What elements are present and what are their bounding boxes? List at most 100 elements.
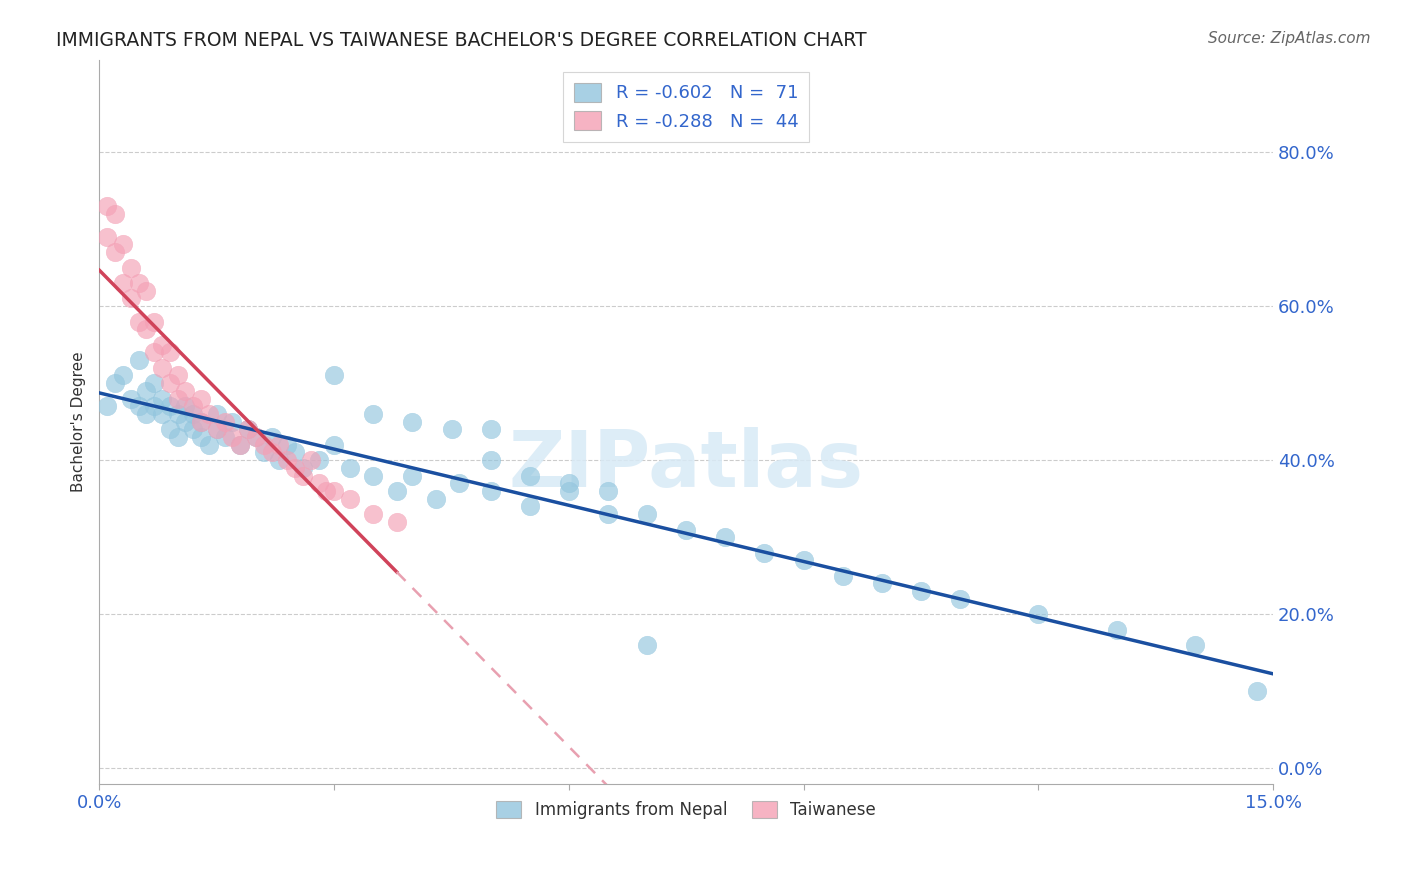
Point — [315, 483, 337, 498]
Point — [284, 445, 307, 459]
Point — [166, 407, 188, 421]
Point — [159, 422, 181, 436]
Point — [190, 415, 212, 429]
Point — [104, 245, 127, 260]
Point — [479, 422, 502, 436]
Point — [870, 576, 893, 591]
Point — [299, 453, 322, 467]
Point — [120, 292, 142, 306]
Point — [1184, 638, 1206, 652]
Point — [636, 507, 658, 521]
Point — [636, 638, 658, 652]
Point — [754, 546, 776, 560]
Point — [440, 422, 463, 436]
Point — [229, 438, 252, 452]
Point — [221, 430, 243, 444]
Point — [128, 399, 150, 413]
Point — [143, 399, 166, 413]
Point — [205, 407, 228, 421]
Point — [205, 422, 228, 436]
Point — [181, 407, 204, 421]
Point — [135, 322, 157, 336]
Point — [401, 415, 423, 429]
Point — [159, 399, 181, 413]
Text: Source: ZipAtlas.com: Source: ZipAtlas.com — [1208, 31, 1371, 46]
Point — [150, 337, 173, 351]
Point — [135, 407, 157, 421]
Point — [135, 284, 157, 298]
Point — [949, 591, 972, 606]
Point — [166, 392, 188, 406]
Point — [229, 438, 252, 452]
Point — [479, 483, 502, 498]
Point — [128, 276, 150, 290]
Point — [198, 438, 221, 452]
Point — [519, 468, 541, 483]
Point — [714, 530, 737, 544]
Point — [150, 407, 173, 421]
Point — [276, 453, 298, 467]
Point — [260, 430, 283, 444]
Point — [308, 453, 330, 467]
Point — [260, 445, 283, 459]
Point — [596, 483, 619, 498]
Point — [339, 461, 361, 475]
Point — [308, 476, 330, 491]
Point — [1026, 607, 1049, 622]
Point — [449, 476, 471, 491]
Point — [253, 445, 276, 459]
Point — [214, 430, 236, 444]
Point — [675, 523, 697, 537]
Point — [96, 229, 118, 244]
Point — [143, 376, 166, 391]
Point — [190, 392, 212, 406]
Point — [111, 237, 134, 252]
Point — [361, 468, 384, 483]
Point — [205, 422, 228, 436]
Point — [323, 368, 346, 383]
Point — [401, 468, 423, 483]
Point — [385, 483, 408, 498]
Point — [181, 399, 204, 413]
Point — [174, 384, 197, 398]
Point — [135, 384, 157, 398]
Point — [128, 314, 150, 328]
Point — [104, 207, 127, 221]
Point — [120, 392, 142, 406]
Point — [159, 376, 181, 391]
Point — [174, 399, 197, 413]
Point — [558, 483, 581, 498]
Point — [479, 453, 502, 467]
Point — [120, 260, 142, 275]
Point — [166, 430, 188, 444]
Point — [323, 438, 346, 452]
Point — [245, 430, 267, 444]
Point — [236, 422, 259, 436]
Point — [174, 415, 197, 429]
Point — [166, 368, 188, 383]
Point — [236, 422, 259, 436]
Point — [910, 584, 932, 599]
Point — [190, 415, 212, 429]
Point — [323, 483, 346, 498]
Point — [104, 376, 127, 391]
Point — [96, 399, 118, 413]
Point — [269, 438, 291, 452]
Point — [596, 507, 619, 521]
Point — [385, 515, 408, 529]
Point — [1246, 684, 1268, 698]
Point — [425, 491, 447, 506]
Point — [339, 491, 361, 506]
Point — [159, 345, 181, 359]
Point — [361, 407, 384, 421]
Point — [831, 568, 853, 582]
Point — [269, 453, 291, 467]
Point — [361, 507, 384, 521]
Point — [221, 415, 243, 429]
Point — [150, 360, 173, 375]
Point — [181, 422, 204, 436]
Point — [198, 407, 221, 421]
Point — [111, 368, 134, 383]
Point — [276, 438, 298, 452]
Point — [245, 430, 267, 444]
